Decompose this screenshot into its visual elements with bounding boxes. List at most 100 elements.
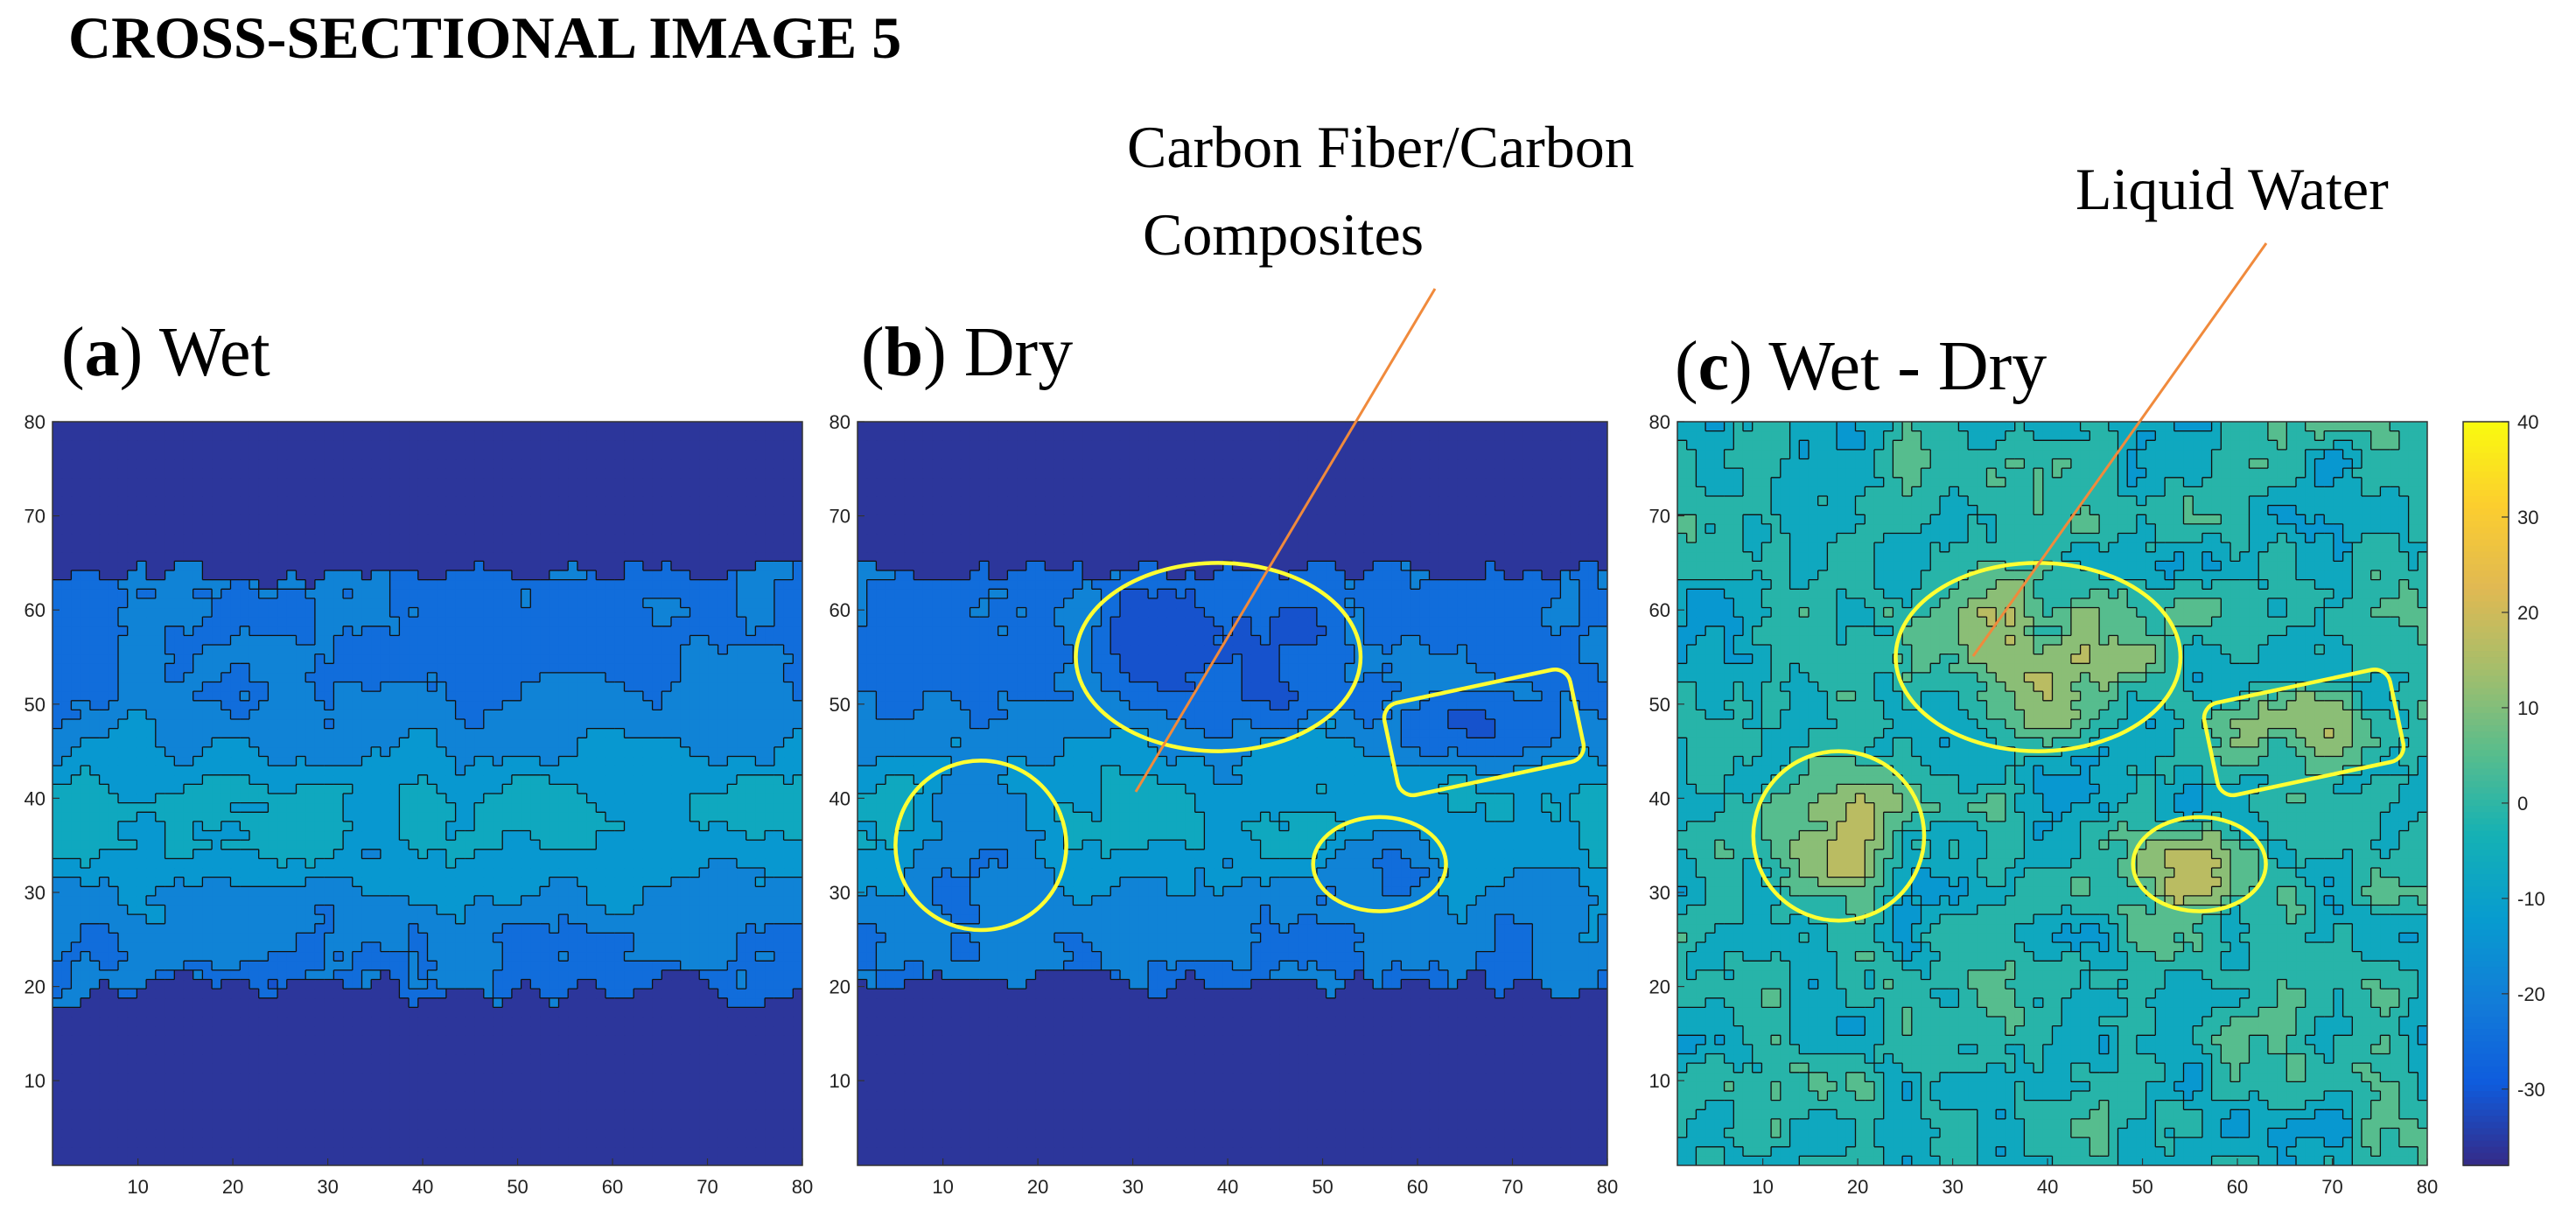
heatmap-cell — [445, 905, 457, 915]
heatmap-cell — [662, 766, 672, 776]
heatmap-cell — [371, 868, 382, 878]
heatmap-cell — [277, 589, 288, 599]
heatmap-cell — [305, 738, 316, 748]
heatmap-cell — [596, 635, 606, 646]
heatmap-cell — [783, 1118, 794, 1130]
heatmap-cell — [652, 849, 662, 859]
heatmap-cell — [146, 1025, 157, 1036]
heatmap-cell — [146, 895, 157, 906]
heatmap-cell — [240, 607, 250, 618]
heatmap-cell — [793, 626, 802, 636]
heatmap-cell — [437, 905, 447, 915]
heatmap-cell — [108, 598, 119, 609]
heatmap-cell — [606, 784, 616, 794]
heatmap-cell — [240, 672, 250, 683]
heatmap-cell — [606, 914, 616, 925]
heatmap-cell — [343, 738, 354, 748]
heatmap-cell — [277, 914, 288, 925]
heatmap-cell — [80, 794, 91, 804]
heatmap-cell — [483, 1053, 494, 1064]
heatmap-cell — [202, 710, 213, 720]
heatmap-cell — [380, 766, 391, 776]
heatmap-cell — [652, 710, 662, 720]
heatmap-cell — [333, 1007, 344, 1018]
heatmap-cell — [680, 1044, 691, 1055]
heatmap-cell — [568, 895, 578, 906]
heatmap-cell — [765, 710, 775, 720]
heatmap-cell — [642, 979, 654, 990]
heatmap-cell — [343, 951, 354, 962]
heatmap-cell — [268, 868, 278, 878]
heatmap-cell — [155, 923, 166, 934]
heatmap-cell — [380, 672, 391, 683]
heatmap-cell — [361, 849, 372, 859]
heatmap-cell — [549, 654, 560, 664]
heatmap-cell — [502, 840, 513, 850]
heatmap-cell — [746, 1025, 757, 1036]
heatmap-cell — [652, 1118, 662, 1130]
heatmap-cell — [558, 1053, 569, 1064]
heatmap-cell — [483, 784, 494, 794]
heatmap-cell — [155, 1081, 166, 1092]
heatmap-cell — [380, 830, 391, 841]
heatmap-cell — [690, 849, 700, 859]
heatmap-cell — [240, 858, 250, 869]
heatmap-cell — [793, 1017, 802, 1027]
panel-title-b: (b) Dry — [861, 314, 1074, 391]
heatmap-cell — [765, 1128, 775, 1138]
heatmap-cell — [746, 607, 757, 618]
heatmap-cell — [305, 877, 316, 887]
heatmap-cell — [727, 682, 738, 692]
heatmap-cell — [671, 933, 682, 943]
heatmap-cell — [671, 1109, 682, 1120]
heatmap-cell — [296, 969, 306, 981]
heatmap-cell — [305, 746, 316, 758]
heatmap-cell — [417, 895, 429, 906]
heatmap-cell — [99, 728, 109, 738]
heatmap-cell — [305, 895, 316, 906]
heatmap-cell — [183, 719, 194, 730]
heatmap-cell — [352, 1053, 363, 1064]
heatmap-cell — [164, 868, 175, 878]
heatmap-cell — [258, 969, 269, 981]
heatmap-cell — [296, 691, 306, 702]
heatmap-cell — [258, 1007, 269, 1018]
heatmap-cell — [746, 710, 757, 720]
heatmap-cell — [530, 1091, 541, 1102]
heatmap-cell — [746, 923, 757, 934]
heatmap-cell — [146, 979, 157, 990]
heatmap-cell — [240, 821, 250, 832]
heatmap-cell — [89, 766, 101, 776]
heatmap-cell — [305, 774, 316, 785]
heatmap-cell — [624, 626, 634, 636]
heatmap-cell — [783, 672, 794, 683]
heatmap-cell — [220, 933, 232, 943]
heatmap-cell — [662, 1044, 672, 1055]
heatmap-cell — [493, 979, 503, 990]
heatmap-cell — [389, 951, 400, 962]
heatmap-cell — [136, 1072, 147, 1082]
heatmap-cell — [108, 691, 119, 702]
heatmap-cell — [258, 784, 269, 794]
heatmap-cell — [549, 849, 560, 859]
heatmap-cell — [89, 868, 101, 878]
heatmap-cell — [314, 766, 326, 776]
heatmap-cell — [699, 905, 710, 915]
heatmap-cell — [671, 1091, 682, 1102]
heatmap-cell — [652, 654, 662, 664]
heatmap-cell — [427, 1017, 438, 1027]
heatmap-cell — [493, 877, 503, 887]
heatmap-cell — [352, 989, 363, 999]
heatmap-cell — [642, 719, 654, 730]
heatmap-cell — [248, 868, 260, 878]
heatmap-cell — [146, 1063, 157, 1074]
heatmap-cell — [737, 895, 747, 906]
heatmap-cell — [324, 989, 334, 999]
heatmap-cell — [99, 654, 109, 664]
heatmap-cell — [483, 914, 494, 925]
heatmap-cell — [361, 1063, 372, 1074]
heatmap-cell — [324, 682, 334, 692]
heatmap-cell — [192, 1063, 203, 1074]
heatmap-cell — [324, 774, 334, 785]
heatmap-cell — [248, 691, 260, 702]
